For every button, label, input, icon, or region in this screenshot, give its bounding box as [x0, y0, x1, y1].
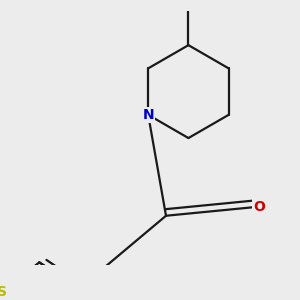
Text: O: O [254, 200, 265, 214]
Text: N: N [142, 108, 154, 122]
Text: S: S [0, 285, 7, 298]
